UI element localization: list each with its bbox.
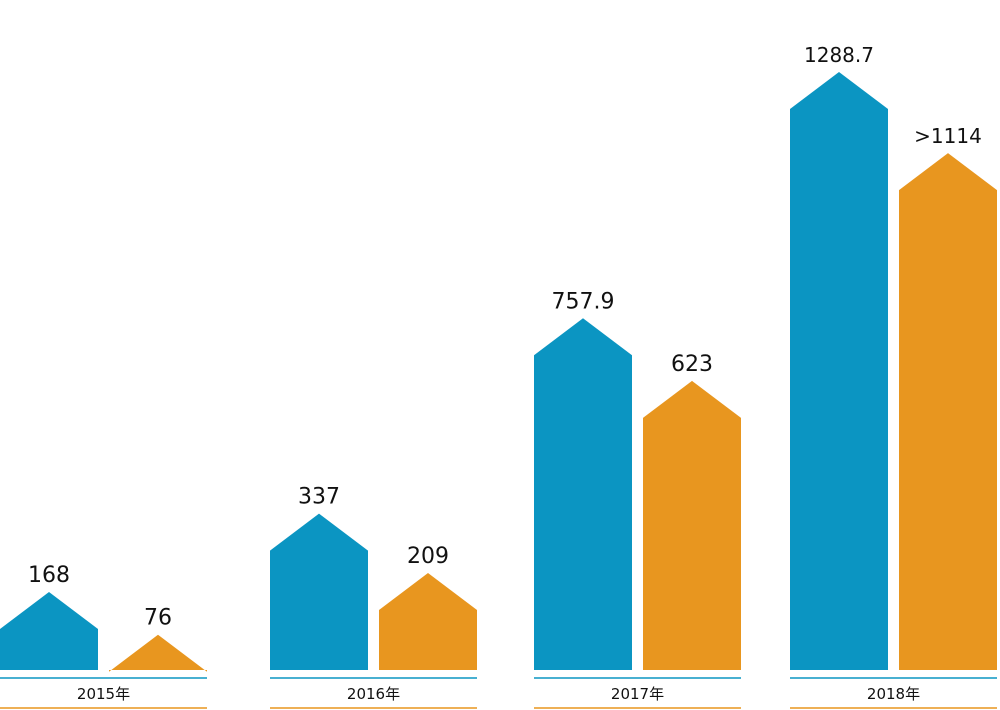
bar-2018年-series-2 — [899, 153, 997, 670]
bar-2018年-series-1 — [790, 72, 888, 670]
bar-2015年-series-1 — [0, 592, 98, 670]
data-label-2017年-series-1: 757.9 — [552, 289, 615, 314]
bar-2016年-series-2 — [379, 573, 477, 670]
category-label-2016年: 2016年 — [347, 685, 400, 703]
bar-2017年-series-1 — [534, 318, 632, 670]
category-label-2015年: 2015年 — [77, 685, 130, 703]
bar-2016年-series-1 — [270, 513, 368, 670]
bar-2015年-series-2 — [109, 634, 207, 672]
value-labels-layer: 168 76 337 209 757.9 623 1288.7 >1114 — [28, 43, 982, 631]
category-label-2017年: 2017年 — [611, 685, 664, 703]
data-label-2018年-series-1: 1288.7 — [804, 43, 874, 67]
category-axis: 2015年 2016年 2017年 2018年 — [0, 677, 997, 709]
bars-layer — [0, 72, 997, 672]
data-label-2016年-series-2: 209 — [407, 544, 449, 569]
data-label-2016年-series-1: 337 — [298, 485, 340, 510]
data-label-2017年-series-2: 623 — [671, 352, 713, 377]
data-label-2015年-series-1: 168 — [28, 563, 70, 588]
category-label-2018年: 2018年 — [867, 685, 920, 703]
data-label-2018年-series-2: >1114 — [914, 124, 982, 148]
data-label-2015年-series-2: 76 — [144, 606, 172, 631]
bar-2017年-series-2 — [643, 380, 741, 670]
